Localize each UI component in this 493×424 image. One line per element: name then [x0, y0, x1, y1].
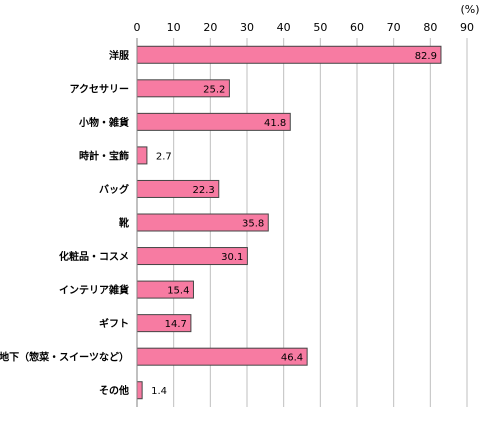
- category-label: インテリア雑貨: [59, 284, 129, 297]
- data-label: 30.1: [221, 252, 243, 263]
- data-label: 2.7: [156, 151, 172, 162]
- x-tick-label: 30: [240, 21, 254, 34]
- bar: [136, 146, 148, 165]
- bar: [136, 45, 442, 64]
- data-label: 22.3: [193, 185, 215, 196]
- category-label: ギフト: [99, 317, 129, 330]
- category-label: 洋服: [109, 49, 130, 62]
- x-tick-label: 70: [387, 21, 401, 34]
- x-tick-label: 50: [313, 21, 327, 34]
- data-label: 46.4: [281, 353, 303, 364]
- bars: [136, 45, 442, 400]
- data-label: 14.7: [165, 319, 187, 330]
- category-label: その他: [99, 384, 129, 397]
- data-label: 35.8: [242, 219, 264, 230]
- category-label: 靴: [119, 217, 129, 230]
- category-label: アクセサリー: [70, 83, 130, 95]
- category-label: 時計・宝飾: [79, 149, 129, 162]
- data-label: 82.9: [415, 51, 437, 62]
- x-tick-label: 40: [277, 21, 291, 34]
- category-labels: 洋服アクセサリー小物・雑貨時計・宝飾バッグ靴化粧品・コスメインテリア雑貨ギフトデ…: [0, 49, 130, 397]
- category-label: 化粧品・コスメ: [59, 250, 129, 263]
- bar: [136, 381, 143, 400]
- x-tick-label: 0: [134, 21, 141, 34]
- data-label: 1.4: [151, 386, 167, 397]
- data-label: 41.8: [264, 118, 286, 129]
- data-label: 15.4: [167, 286, 189, 297]
- x-tick-label: 10: [167, 21, 181, 34]
- data-label: 25.2: [203, 84, 225, 95]
- x-tick-label: 60: [350, 21, 364, 34]
- x-axis-ticks: 0 10 20 30 40 50 60 70 80 90: [134, 21, 475, 34]
- unit-label: (%): [460, 3, 479, 16]
- x-tick-label: 20: [203, 21, 217, 34]
- x-tick-label: 80: [423, 21, 437, 34]
- category-label: デパ地下（惣菜・スイーツなど）: [0, 351, 129, 364]
- category-label: バッグ: [99, 183, 129, 196]
- category-label: 小物・雑貨: [78, 116, 129, 129]
- value-labels: 82.9 25.2 41.8 2.7 22.3 35.8 30.1 15.4 14.7 46.4 1…: [151, 51, 437, 397]
- gridlines: [173, 38, 468, 407]
- x-tick-label: 90: [460, 21, 474, 34]
